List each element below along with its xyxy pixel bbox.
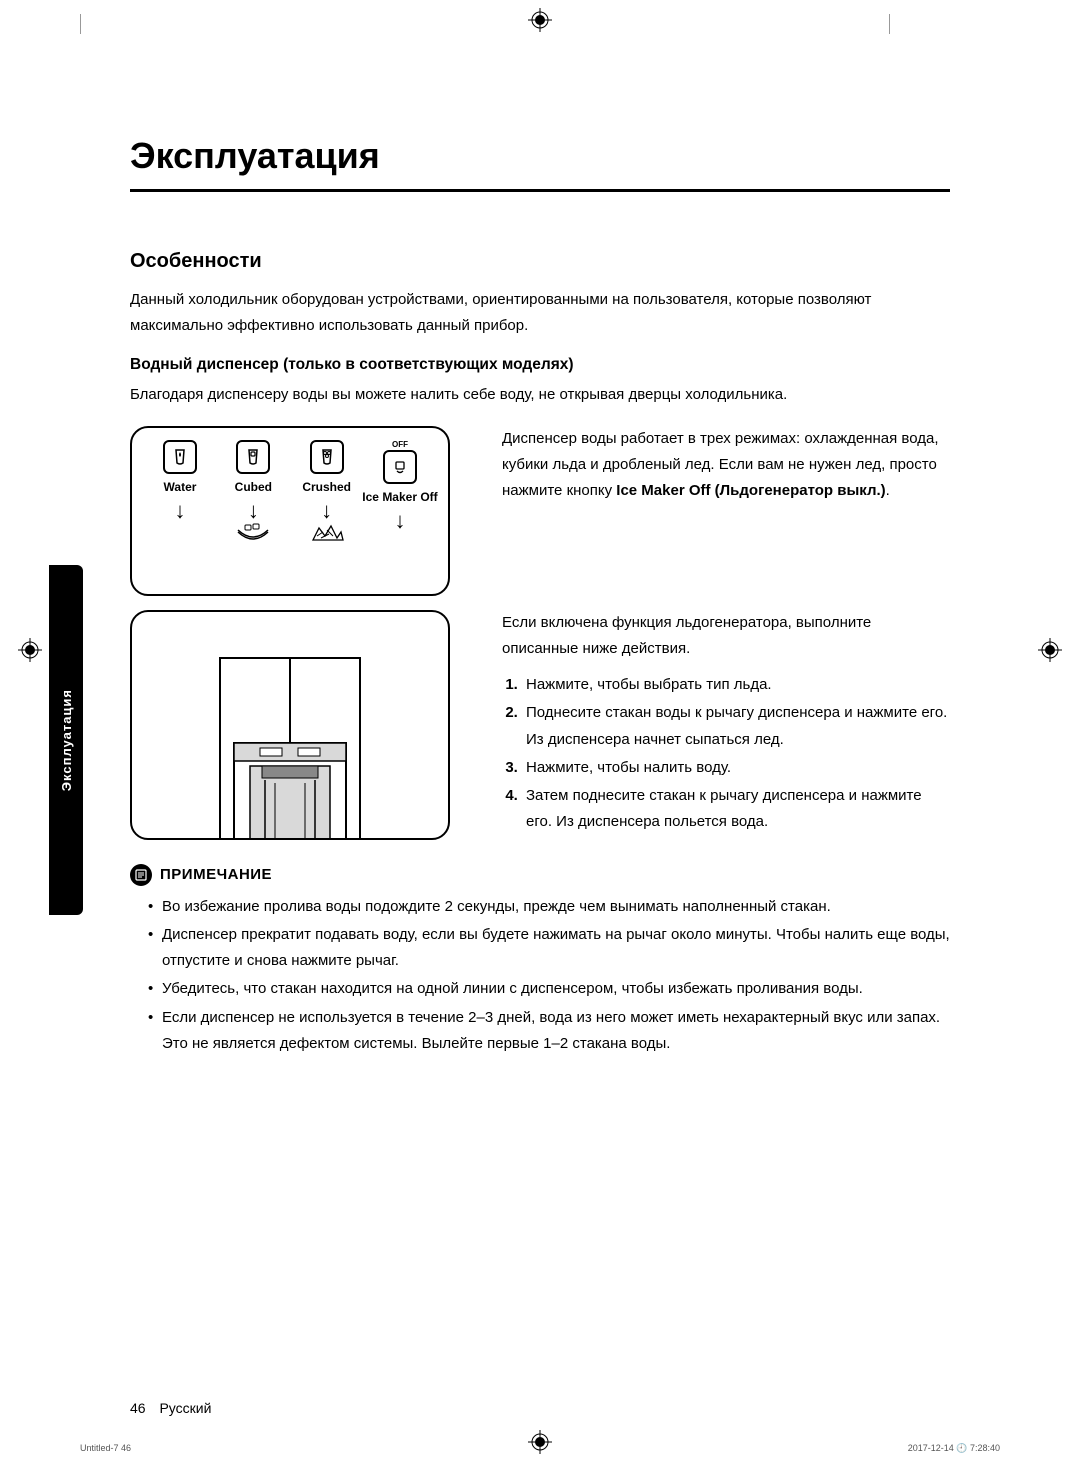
list-item: Нажмите, чтобы выбрать тип льда. [522, 672, 950, 698]
registration-mark-icon [1038, 638, 1062, 662]
steps-list: Нажмите, чтобы выбрать тип льда. Поднеси… [502, 672, 950, 836]
jobline-left: Untitled-7 46 [80, 1443, 131, 1454]
ice-bowl-icon [233, 522, 273, 544]
icon-col-water: Water ↓ [146, 440, 214, 522]
side-tab-label: Эксплуатация [59, 689, 74, 791]
list-item: Убедитесь, что стакан находится на одной… [148, 976, 950, 1002]
page-number: 46 [130, 1400, 146, 1416]
page-content: Эксплуатация Особенности Данный холодиль… [130, 135, 950, 1059]
arrow-down-icon: ↓ [321, 500, 332, 522]
footer: 46 Русский [130, 1400, 211, 1416]
note-icon [130, 864, 152, 886]
dispenser-front-diagram [130, 610, 450, 840]
list-item: Диспенсер прекратит подавать воду, если … [148, 922, 950, 975]
arrow-down-icon: ↓ [248, 500, 259, 522]
modes-description: Диспенсер воды работает в трех режимах: … [502, 426, 950, 596]
note-title: ПРИМЕЧАНИЕ [160, 866, 272, 883]
icemaker-off-icon [383, 450, 417, 484]
page-title: Эксплуатация [130, 135, 950, 192]
arrow-down-icon: ↓ [394, 510, 405, 532]
steps-intro: Если включена функция льдогенератора, вы… [502, 610, 950, 663]
jobline-right: 2017-12-14 🕘 7:28:40 [908, 1443, 1000, 1454]
steps-column: Если включена функция льдогенератора, вы… [502, 610, 950, 840]
list-item: Поднесите стакан воды к рычагу диспенсер… [522, 700, 950, 753]
side-tab: Эксплуатация [49, 565, 83, 915]
list-item: Затем поднесите стакан к рычагу диспенсе… [522, 783, 950, 836]
sub-text: Благодаря диспенсеру воды вы можете нали… [130, 382, 950, 408]
icon-col-crushed: Crushed ↓ [293, 440, 361, 546]
list-item: Если диспенсер не используется в течение… [148, 1005, 950, 1058]
crushed-ice-icon [310, 440, 344, 474]
list-item: Нажмите, чтобы налить воду. [522, 755, 950, 781]
crushed-pile-icon [309, 522, 345, 546]
registration-mark-icon [18, 638, 42, 662]
cubed-ice-icon [236, 440, 270, 474]
list-item: Во избежание пролива воды подождите 2 се… [148, 894, 950, 920]
icon-col-icemaker-off: OFF Ice Maker Off ↓ [366, 440, 434, 532]
section-title: Особенности [130, 250, 950, 273]
icon-col-cubed: Cubed ↓ [219, 440, 287, 544]
row-dispenser-modes: Water ↓ Cubed ↓ Crushed ↓ [130, 426, 950, 596]
intro-text: Данный холодильник оборудован устройства… [130, 287, 950, 338]
registration-mark-icon [528, 8, 552, 32]
footer-lang: Русский [159, 1400, 211, 1416]
note-header: ПРИМЕЧАНИЕ [130, 864, 950, 886]
water-icon [163, 440, 197, 474]
arrow-down-icon: ↓ [175, 500, 186, 522]
subheading: Водный диспенсер (только в соответствующ… [130, 356, 950, 374]
dispenser-panel-diagram: Water ↓ Cubed ↓ Crushed ↓ [130, 426, 450, 596]
note-list: Во избежание пролива воды подождите 2 се… [130, 894, 950, 1058]
row-steps: Если включена функция льдогенератора, вы… [130, 610, 950, 840]
print-jobline: Untitled-7 46 2017-12-14 🕘 7:28:40 [80, 1443, 1000, 1454]
